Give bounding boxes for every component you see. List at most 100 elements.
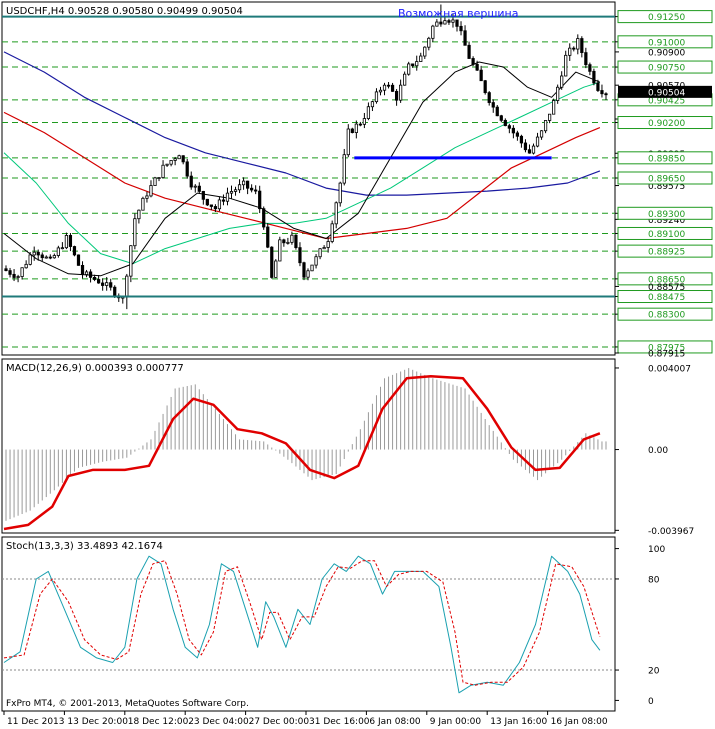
candle-body-55 bbox=[225, 192, 230, 202]
x-tick-3: 23 Dec 04:00 bbox=[188, 717, 249, 727]
candle-body-110 bbox=[447, 20, 451, 23]
candle-body-119 bbox=[483, 80, 487, 94]
copyright-text: FxPro MT4, © 2001-2013, MetaQuotes Softw… bbox=[6, 699, 249, 709]
candle-body-24 bbox=[101, 282, 105, 286]
candle-body-97 bbox=[394, 90, 399, 101]
candle-body-99 bbox=[403, 73, 407, 86]
tick-box-7 bbox=[617, 116, 713, 130]
candle-body-96 bbox=[390, 84, 395, 92]
stoch-tick-20: 20 bbox=[648, 667, 660, 677]
candle-body-39 bbox=[161, 164, 165, 178]
ma-black bbox=[3, 61, 601, 277]
price-tick-0.88575: 0.88575 bbox=[648, 283, 685, 293]
candle-body-30 bbox=[125, 275, 129, 298]
candle-body-92 bbox=[374, 91, 379, 103]
candle-body-67 bbox=[274, 260, 278, 278]
candle-body-47 bbox=[193, 185, 197, 188]
candle-body-59 bbox=[241, 180, 246, 186]
price-panel-frame bbox=[1, 1, 616, 356]
candle-body-53 bbox=[217, 199, 222, 210]
x-tick-4: 27 Dec 00:00 bbox=[249, 717, 310, 727]
candle-body-139 bbox=[564, 54, 568, 77]
x-tick-7: 9 Jan 00:00 bbox=[430, 717, 482, 727]
candle-body-133 bbox=[539, 130, 544, 138]
candle-body-7 bbox=[32, 251, 36, 256]
price-tick-0.91250: 0.91250 bbox=[648, 13, 685, 23]
candle-body-142 bbox=[576, 38, 580, 50]
candle-body-9 bbox=[40, 254, 44, 259]
candle-body-125 bbox=[507, 125, 511, 129]
candle-body-16 bbox=[68, 235, 73, 247]
price-tick-0.89100: 0.89100 bbox=[648, 230, 685, 240]
time-axis: 11 Dec 2013 13 Dec 20:00 18 Dec 12:00 23 De… bbox=[2, 710, 615, 727]
candle-body-63 bbox=[258, 190, 262, 210]
stoch-lines bbox=[3, 555, 601, 694]
price-tick-0.89240: 0.89240 bbox=[648, 216, 685, 226]
candle-body-111 bbox=[451, 19, 455, 23]
candle-body-71 bbox=[290, 234, 294, 243]
candle-body-129 bbox=[523, 142, 528, 151]
price-overlays bbox=[2, 15, 615, 298]
tick-box-3 bbox=[617, 60, 713, 74]
stoch-signal-line bbox=[3, 560, 601, 686]
candle-body-86 bbox=[350, 128, 354, 133]
candle-body-103 bbox=[419, 55, 423, 62]
candle-body-104 bbox=[423, 46, 427, 57]
candle-body-118 bbox=[479, 69, 483, 82]
candle-body-131 bbox=[531, 145, 536, 154]
candle-body-128 bbox=[519, 135, 524, 144]
candle-body-114 bbox=[463, 30, 467, 46]
candle-body-95 bbox=[386, 84, 391, 87]
candle-body-60 bbox=[246, 180, 250, 189]
candle-body-100 bbox=[407, 63, 411, 75]
candle-body-137 bbox=[556, 86, 560, 101]
tick-box-13 bbox=[617, 206, 713, 220]
candle-body-12 bbox=[52, 255, 56, 259]
macd-panel-frame bbox=[1, 358, 616, 534]
candle-body-44 bbox=[181, 155, 185, 163]
candle-body-88 bbox=[358, 123, 362, 126]
candle-body-31 bbox=[129, 245, 133, 277]
ma-blue bbox=[3, 51, 601, 196]
candle-body-23 bbox=[97, 279, 101, 284]
candle-body-54 bbox=[221, 199, 226, 202]
candle-body-62 bbox=[254, 189, 258, 192]
candle-body-40 bbox=[165, 163, 169, 166]
candle-body-135 bbox=[548, 113, 552, 121]
tick-box-1 bbox=[617, 35, 713, 49]
tick-box-9 bbox=[617, 151, 713, 165]
candle-body-74 bbox=[302, 262, 306, 278]
candle-body-26 bbox=[109, 282, 113, 288]
candle-body-112 bbox=[455, 19, 459, 27]
annotation-possible-top: Возможная вершина bbox=[398, 7, 519, 20]
candle-body-140 bbox=[568, 47, 572, 56]
price-tick-0.89650: 0.89650 bbox=[648, 174, 685, 184]
macd-tick-0: 0.004007 bbox=[648, 364, 691, 374]
candle-body-36 bbox=[149, 185, 153, 197]
candle-body-126 bbox=[511, 127, 515, 134]
price-axis: 0.912500.910000.909000.907500.905700.904… bbox=[615, 10, 713, 360]
candle-body-57 bbox=[233, 189, 238, 192]
candle-body-91 bbox=[370, 101, 375, 108]
price-tick-0.90750: 0.90750 bbox=[648, 64, 685, 74]
candle-body-130 bbox=[527, 149, 532, 154]
moving-averages bbox=[3, 51, 601, 277]
candle-body-42 bbox=[173, 158, 177, 161]
candle-body-138 bbox=[560, 75, 564, 88]
macd-tick-1: 0.00 bbox=[648, 446, 668, 456]
tick-box-15 bbox=[617, 244, 713, 258]
price-tick-0.90425: 0.90425 bbox=[648, 96, 685, 106]
candle-body-106 bbox=[431, 25, 435, 39]
stoch-tick-100: 100 bbox=[648, 545, 665, 555]
candle-body-141 bbox=[572, 47, 576, 50]
price-tick-0.88300: 0.88300 bbox=[648, 311, 685, 321]
price-tick-0.87915: 0.87915 bbox=[648, 350, 685, 360]
candle-body-64 bbox=[262, 208, 266, 228]
candle-body-46 bbox=[189, 175, 193, 188]
stoch-main-line bbox=[3, 555, 601, 694]
price-tick-0.89300: 0.89300 bbox=[648, 210, 685, 220]
candle-body-43 bbox=[177, 155, 181, 160]
candle-body-145 bbox=[588, 64, 592, 72]
candle-body-94 bbox=[382, 84, 387, 91]
